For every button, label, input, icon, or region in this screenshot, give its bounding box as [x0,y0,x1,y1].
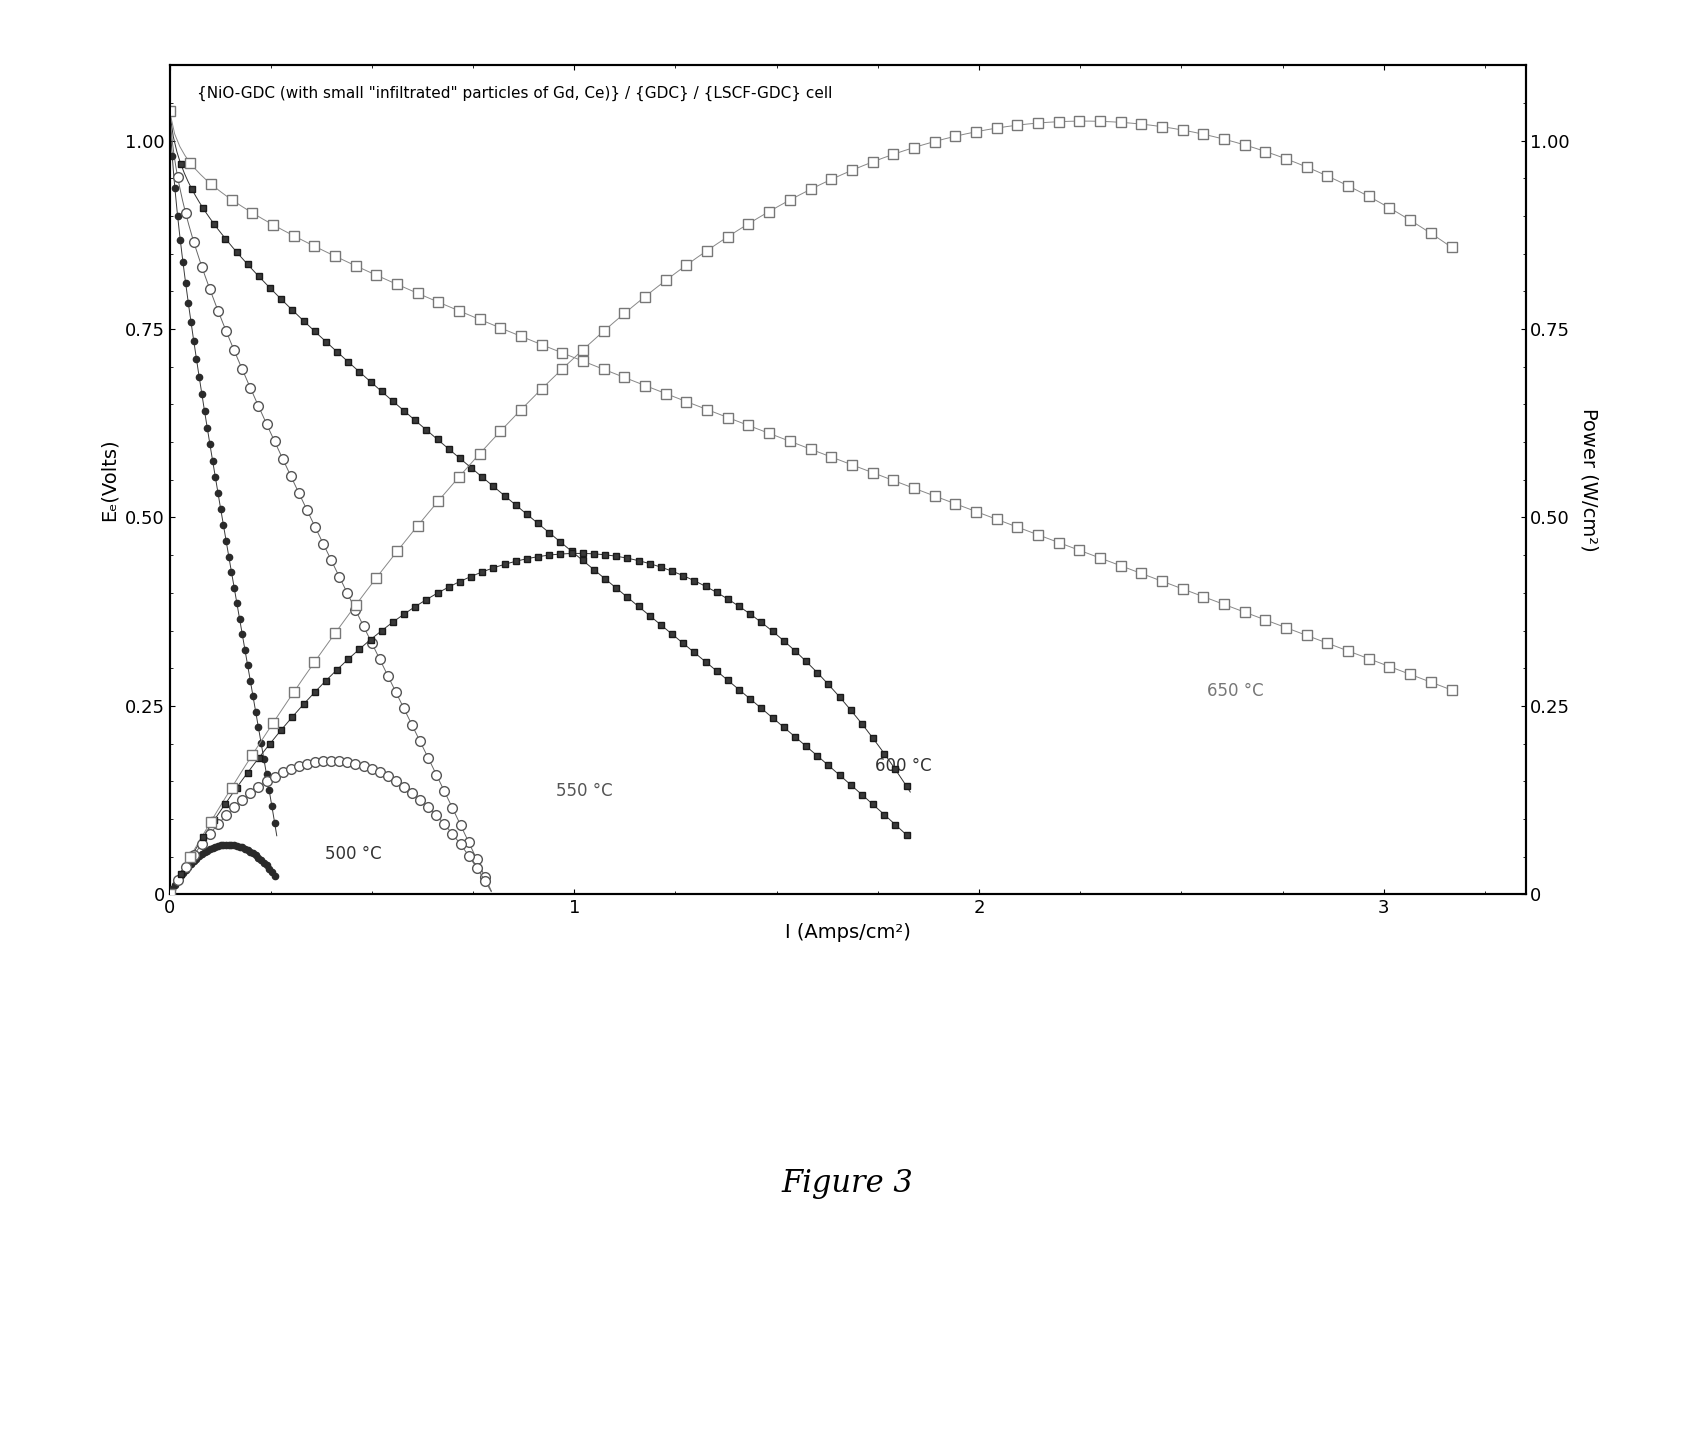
X-axis label: I (Amps/cm²): I (Amps/cm²) [785,923,910,942]
Y-axis label: Eₑ(Volts): Eₑ(Volts) [100,439,119,521]
Text: 500 °C: 500 °C [325,845,381,864]
Text: 600 °C: 600 °C [875,756,931,775]
Text: Figure 3: Figure 3 [781,1168,914,1200]
Text: 550 °C: 550 °C [556,782,612,800]
Text: {NiO-GDC (with small "infiltrated" particles of Gd, Ce)} / {GDC} / {LSCF-GDC} ce: {NiO-GDC (with small "infiltrated" parti… [197,86,832,102]
Text: 650 °C: 650 °C [1207,682,1263,701]
Y-axis label: Power (W/cm²): Power (W/cm²) [1580,409,1598,551]
